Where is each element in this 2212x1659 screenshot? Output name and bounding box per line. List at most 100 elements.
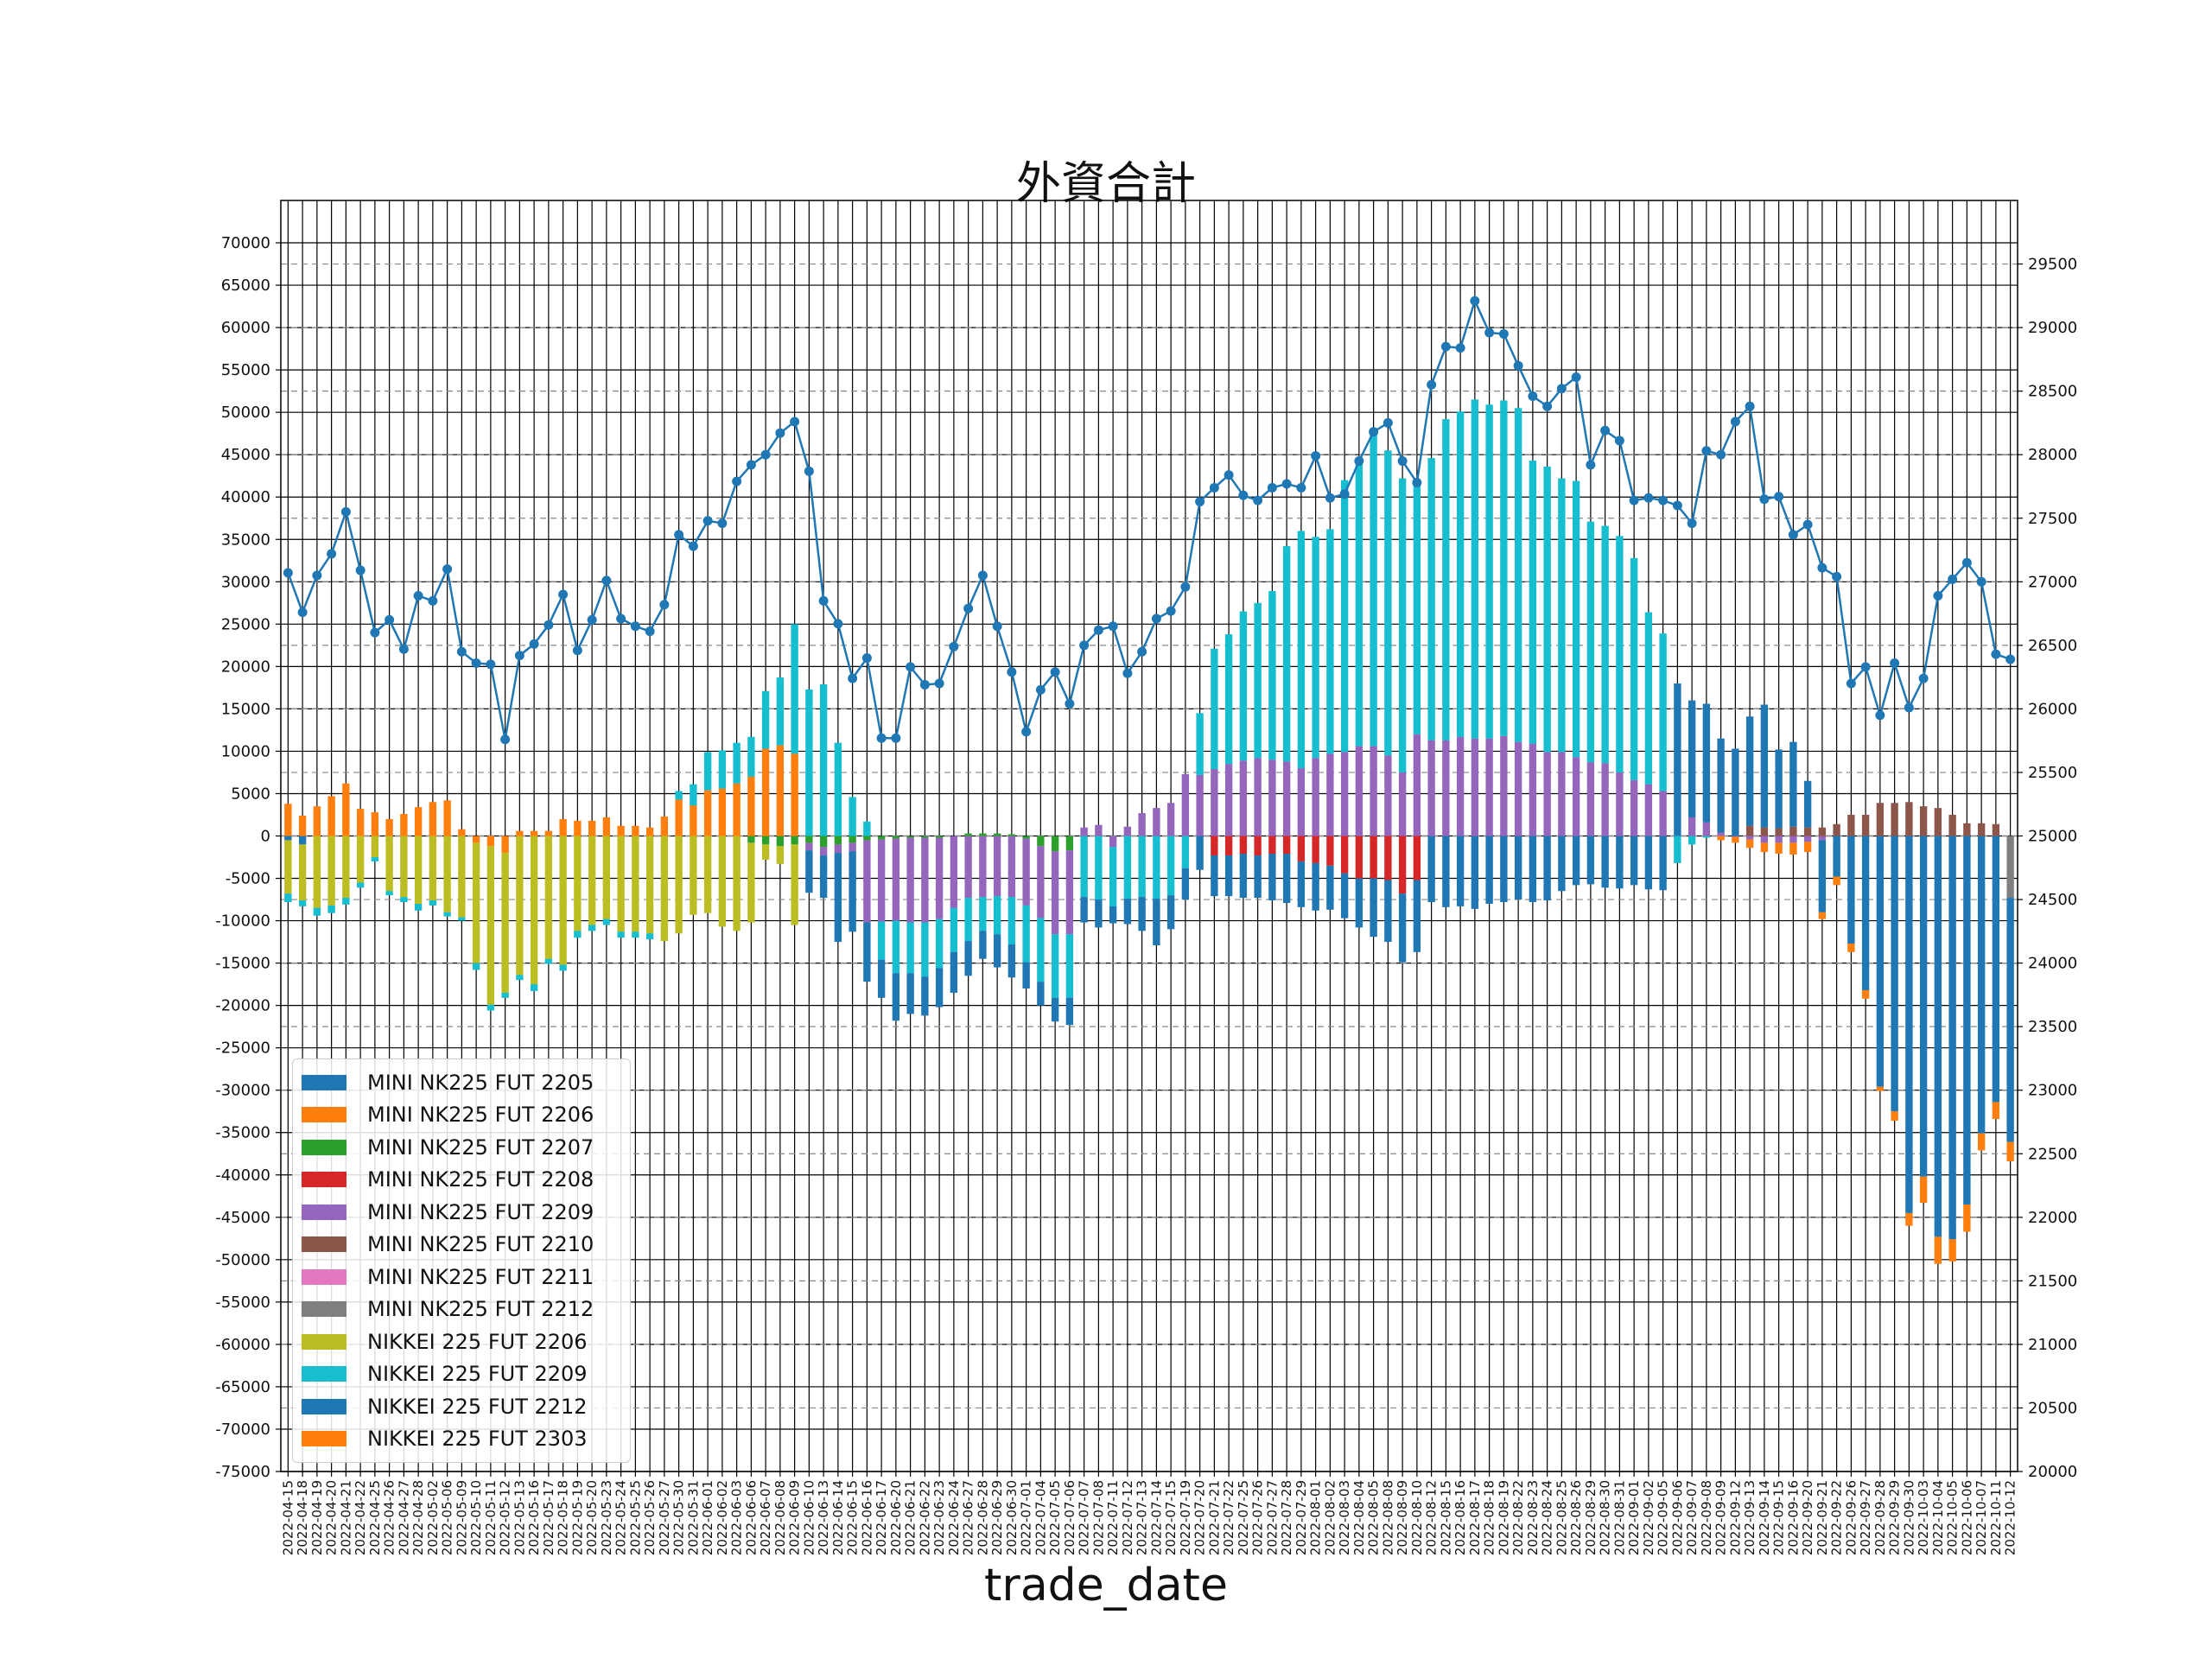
line-point	[385, 614, 395, 625]
bar-segment	[1891, 836, 1898, 1112]
bar-segment	[1659, 791, 1667, 836]
bar-segment	[1166, 836, 1175, 896]
x-tick-label: 2022-09-16	[1785, 1480, 1801, 1555]
line-point	[1238, 490, 1249, 500]
bar-segment	[1384, 755, 1392, 836]
legend-entry: MINI NK225 FUT 2207	[302, 1131, 621, 1164]
bar-segment	[1775, 749, 1783, 829]
bar-segment	[921, 836, 929, 838]
bar-segment	[1109, 906, 1117, 924]
x-tick-label: 2022-09-08	[1699, 1480, 1714, 1555]
x-tick-label: 2022-08-23	[1525, 1480, 1541, 1555]
line-point	[471, 658, 481, 668]
bar-segment	[1065, 997, 1074, 1026]
bar-segment	[1123, 836, 1132, 899]
bar-segment	[1413, 483, 1421, 734]
x-tick-label: 2022-08-29	[1583, 1480, 1599, 1555]
bar-segment	[458, 917, 466, 921]
x-tick-label: 2022-07-08	[1090, 1480, 1106, 1555]
bar-segment	[1934, 808, 1942, 836]
line-point	[1976, 576, 1986, 587]
line-point	[949, 641, 959, 652]
bar-segment	[805, 850, 813, 893]
bar-segment	[1919, 836, 1928, 1177]
bar-segment	[645, 933, 654, 940]
x-tick-label: 2022-04-19	[309, 1480, 325, 1555]
bar-segment	[1977, 836, 1986, 1134]
bar-segment	[429, 836, 437, 901]
bar-segment	[1037, 836, 1045, 847]
x-tick-label: 2022-06-07	[758, 1480, 773, 1555]
line-point	[572, 645, 582, 656]
bar-segment	[906, 837, 914, 923]
x-tick-label: 2022-07-06	[1062, 1480, 1077, 1555]
bar-segment	[1037, 982, 1045, 1006]
legend-entry: MINI NK225 FUT 2208	[302, 1164, 621, 1197]
bar-segment	[501, 992, 509, 998]
x-tick-label: 2022-05-23	[599, 1480, 614, 1555]
bar-segment	[1789, 836, 1797, 843]
bar-segment	[1109, 836, 1117, 848]
legend-swatch	[302, 1107, 346, 1123]
bar-segment	[385, 891, 393, 896]
line-point	[1440, 341, 1451, 352]
line-point	[1774, 492, 1784, 502]
legend-label: NIKKEI 225 FUT 2212	[367, 1394, 588, 1419]
bar-segment	[863, 922, 871, 982]
x-tick-label: 2022-08-09	[1395, 1480, 1410, 1555]
x-tick-label: 2022-05-09	[454, 1480, 469, 1555]
bar-segment	[371, 857, 379, 861]
x-tick-label: 2022-10-06	[1959, 1480, 1974, 1555]
line-point	[327, 549, 337, 559]
legend-entry: MINI NK225 FUT 2209	[302, 1196, 621, 1229]
bar-segment	[1702, 703, 1711, 823]
line-point	[688, 541, 698, 551]
bar-segment	[1427, 740, 1435, 836]
bar-segment	[1095, 824, 1103, 836]
bar-segment	[385, 836, 393, 892]
bar-segment	[342, 898, 350, 905]
bar-segment	[1196, 774, 1204, 836]
bar-segment	[950, 951, 958, 993]
bar-segment	[1312, 537, 1319, 759]
line-point	[775, 428, 785, 438]
bar-segment	[1326, 753, 1334, 836]
bar-segment	[342, 836, 350, 899]
legend: MINI NK225 FUT 2205 MINI NK225 FUT 2206 MI…	[292, 1058, 631, 1463]
bar-segment	[1413, 836, 1421, 880]
bar-segment	[1109, 847, 1117, 906]
legend-swatch	[302, 1366, 346, 1382]
legend-swatch	[302, 1139, 346, 1155]
line-point	[312, 570, 322, 581]
bar-segment	[690, 836, 697, 915]
bar-segment	[632, 825, 639, 836]
bar-segment	[1037, 918, 1045, 982]
bar-segment	[559, 964, 567, 971]
bar-segment	[791, 624, 798, 754]
bar-segment	[400, 836, 408, 898]
bar-segment	[1211, 648, 1218, 770]
bar-segment	[1166, 803, 1175, 836]
bar-segment	[645, 836, 654, 934]
bar-segment	[385, 818, 393, 836]
y-tick-label: -35000	[215, 1124, 270, 1142]
bar-segment	[863, 840, 871, 923]
bar-segment	[645, 827, 654, 836]
bar-segment	[1427, 836, 1435, 902]
bar-segment	[1456, 836, 1465, 906]
x-tick-label: 2022-04-26	[382, 1480, 397, 1555]
bar-segment	[964, 898, 972, 942]
bar-segment	[443, 912, 451, 917]
bar-segment	[1051, 836, 1059, 852]
bar-segment	[1745, 825, 1754, 836]
bar-segment	[935, 836, 944, 838]
bar-segment	[530, 830, 538, 836]
line-point	[1846, 678, 1856, 689]
line-point	[1614, 435, 1624, 446]
bar-segment	[1818, 827, 1827, 836]
bar-segment	[1037, 846, 1045, 918]
line-point	[1311, 451, 1321, 461]
bar-segment	[486, 1004, 495, 1011]
y-tick-label: 0	[261, 828, 270, 846]
bar-segment	[588, 836, 596, 925]
